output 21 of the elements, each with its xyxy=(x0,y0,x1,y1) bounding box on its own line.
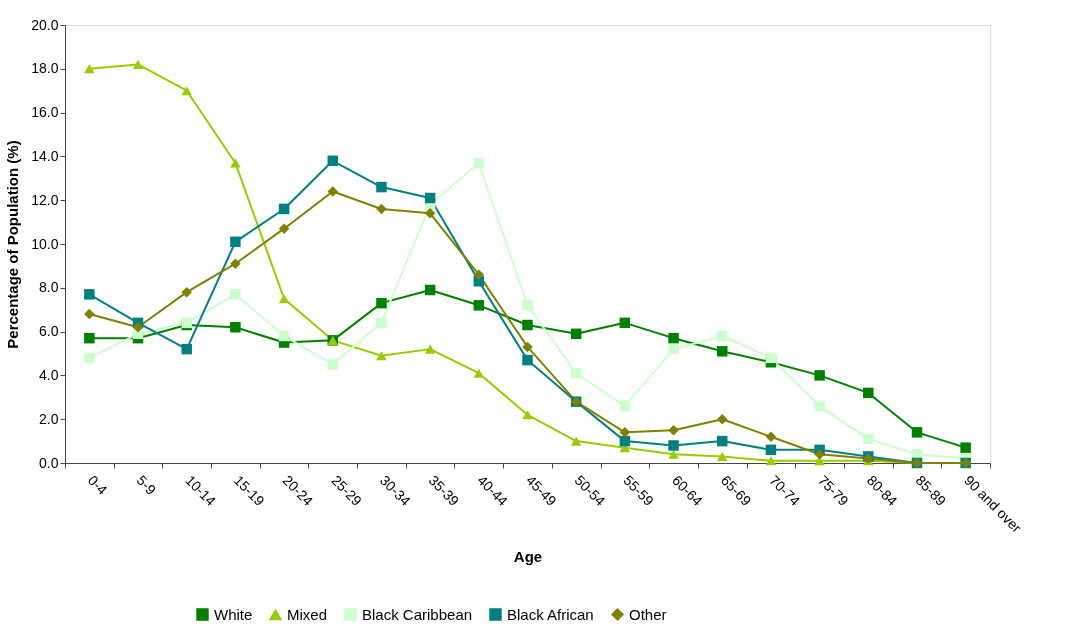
y-tick-label: 14.0 xyxy=(31,147,59,164)
y-tick-label: 4.0 xyxy=(39,366,59,383)
y-tick-label: 8.0 xyxy=(39,279,59,296)
y-tick-label: 18.0 xyxy=(31,60,59,77)
y-tick-label: 20.0 xyxy=(31,16,59,33)
x-tick-label: 90 and over xyxy=(961,472,1026,536)
x-tick-label: 0-4 xyxy=(84,472,111,498)
legend-label: Black Caribbean xyxy=(362,605,473,623)
y-tick-label: 10.0 xyxy=(31,235,59,252)
y-tick-label: 12.0 xyxy=(31,191,59,208)
legend-label: Mixed xyxy=(287,605,328,623)
y-tick-label: 0.0 xyxy=(39,454,59,471)
x-tick-label: 5-9 xyxy=(133,472,160,498)
x-axis-title: Age xyxy=(513,547,543,565)
y-tick-label: 16.0 xyxy=(31,104,59,121)
legend-label: Other xyxy=(629,605,667,623)
y-tick-label: 6.0 xyxy=(39,323,59,340)
legend-label: White xyxy=(214,605,253,623)
y-tick-label: 2.0 xyxy=(39,410,59,427)
legend-label: Black African xyxy=(507,605,594,623)
y-axis-title: Percentage of Population (%) xyxy=(4,140,22,349)
